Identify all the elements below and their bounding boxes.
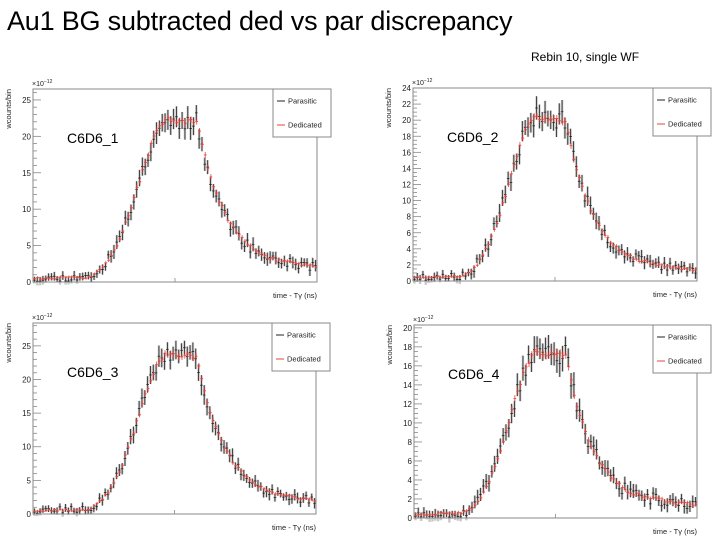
legend-dedicated-label: Dedicated <box>287 355 321 364</box>
chart-panel-c6d6-3: 0 5 10 15 20 25 ×10−12 wcounts/bin time - Tγ (ns… <box>4 313 331 532</box>
y-tick-label: 8 <box>408 438 413 447</box>
x-axis-title: time - Tγ (ns) <box>272 523 317 532</box>
y-tick-label: 10 <box>22 443 31 452</box>
y-tick-label: 20 <box>403 324 412 333</box>
y-exponent-label: ×10−12 <box>413 315 434 324</box>
legend-box <box>271 322 331 372</box>
legend-box <box>652 324 712 374</box>
y-exponent-label: ×10−12 <box>412 78 433 87</box>
legend-dedicated-label: Dedicated <box>288 121 322 130</box>
plot-area: 0 2 4 6 8 10 12 14 16 18 20×10−12 wcounts/bin time -… <box>385 315 712 536</box>
y-tick-label: 12 <box>403 400 412 409</box>
y-tick-label: 2 <box>408 495 413 504</box>
y-tick-label: 10 <box>22 205 31 214</box>
legend-parasitic-label: Parasitic <box>287 331 316 340</box>
y-axis-title: wcounts/bin <box>4 323 13 364</box>
panel-label: C6D6_4 <box>448 366 500 382</box>
legend: Parasitic Dedicated <box>652 87 712 137</box>
y-tick-label: 2 <box>407 261 412 270</box>
y-tick-label: 16 <box>402 148 411 157</box>
y-tick-label: 10 <box>403 419 412 428</box>
data-series <box>413 96 698 285</box>
y-tick-label: 20 <box>22 132 31 141</box>
y-tick-label: 24 <box>402 84 411 93</box>
plot-area: 024681012141618202224×10−12wcounts/binti… <box>384 78 712 299</box>
panel-label: C6D6_3 <box>67 364 119 380</box>
y-tick-label: 25 <box>22 96 31 105</box>
legend-dedicated-label: Dedicated <box>668 357 702 366</box>
chart-panel-c6d6-4: 0 2 4 6 8 10 12 14 16 18 20×10−12 wcounts/bin time -… <box>385 315 712 536</box>
chart-panel-c6d6-2: 024681012141618202224×10−12wcounts/binti… <box>384 78 712 299</box>
y-tick-label: 0 <box>407 277 412 286</box>
y-tick-label: 20 <box>402 116 411 125</box>
plot-area: 0 5 10 15 20 25×10−12 wcounts/bin time - Tγ (ns… <box>4 79 332 300</box>
legend: Parasitic Dedicated <box>652 324 712 374</box>
y-tick-label: 0 <box>27 510 32 519</box>
x-axis-title: time - Tγ (ns) <box>273 291 318 300</box>
y-tick-label: 18 <box>402 132 411 141</box>
y-tick-label: 0 <box>408 514 413 523</box>
y-tick-label: 5 <box>27 476 32 485</box>
y-tick-label: 15 <box>22 409 31 418</box>
y-tick-label: 15 <box>22 169 31 178</box>
legend-dedicated-label: Dedicated <box>668 120 702 129</box>
y-tick-label: 22 <box>402 100 411 109</box>
legend-box <box>272 88 332 138</box>
data-series <box>33 105 318 286</box>
y-axis-title: wcounts/bin <box>384 88 393 129</box>
plot-area: 0 5 10 15 20 25 ×10−12 wcounts/bin time - Tγ (ns… <box>4 313 331 532</box>
x-axis-title: time - Tγ (ns) <box>653 527 698 536</box>
y-tick-label: 18 <box>403 343 412 352</box>
y-tick-label: 6 <box>408 457 413 466</box>
legend-box <box>652 87 712 137</box>
legend: Parasitic Dedicated <box>272 88 332 138</box>
y-tick-label: 8 <box>407 213 412 222</box>
chart-panel-c6d6-1: 0 5 10 15 20 25×10−12 wcounts/bin time - Tγ (ns… <box>4 79 332 300</box>
legend-parasitic-label: Parasitic <box>668 333 697 342</box>
y-exponent-label: ×10−12 <box>32 79 53 88</box>
legend: Parasitic Dedicated <box>271 322 331 372</box>
y-tick-label: 10 <box>402 197 411 206</box>
y-exponent-label: ×10−12 <box>32 313 53 322</box>
y-tick-label: 0 <box>27 278 32 287</box>
y-tick-label: 6 <box>407 229 412 238</box>
y-tick-label: 14 <box>403 381 412 390</box>
panel-label: C6D6_2 <box>447 129 499 145</box>
y-tick-label: 14 <box>402 164 411 173</box>
legend-parasitic-label: Parasitic <box>288 97 317 106</box>
y-tick-label: 4 <box>407 245 412 254</box>
y-tick-label: 25 <box>22 342 31 351</box>
y-axis-title: wcounts/bin <box>385 325 394 366</box>
data-series <box>414 335 698 523</box>
page-title: Au1 BG subtracted ded vs par discrepancy <box>7 6 513 36</box>
page-subtitle: Rebin 10, single WF <box>531 50 640 64</box>
y-tick-label: 20 <box>22 375 31 384</box>
legend-parasitic-label: Parasitic <box>668 96 697 105</box>
panel-label: C6D6_1 <box>67 130 119 146</box>
data-series <box>33 340 317 517</box>
x-axis-title: time - Tγ (ns) <box>653 290 698 299</box>
y-axis-title: wcounts/bin <box>4 89 13 130</box>
y-tick-label: 4 <box>408 476 413 485</box>
y-tick-label: 5 <box>27 242 32 251</box>
y-tick-label: 16 <box>403 362 412 371</box>
y-tick-label: 12 <box>402 181 411 190</box>
